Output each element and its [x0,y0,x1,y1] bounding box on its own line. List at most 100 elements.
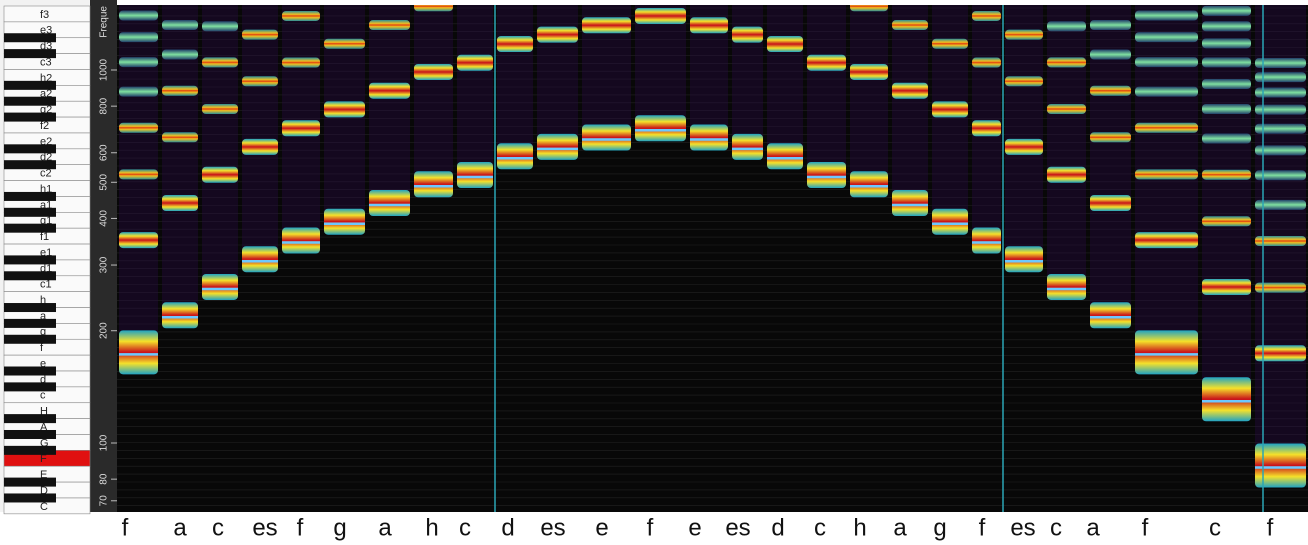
harmonic [324,101,365,118]
tick-label: 600 [99,144,110,161]
harmonic [932,38,968,49]
tick-label: 300 [99,256,110,273]
harmonic [1202,38,1251,49]
key-label: f2 [40,120,49,132]
harmonic [1255,72,1306,83]
key-label: e [40,358,46,370]
note-label: d [771,514,784,541]
harmonic [1255,87,1306,98]
harmonic [1090,85,1131,96]
harmonic [414,5,453,12]
note-label: es [725,514,750,541]
axis-strip [90,0,117,512]
harmonic [324,208,365,235]
harmonic [972,10,1001,21]
key-label: g [40,326,46,338]
harmonic [1090,302,1131,329]
harmonic [932,101,968,118]
note-label: e [688,514,701,541]
harmonic [1202,79,1251,90]
black-key [4,414,56,424]
harmonic [690,17,728,34]
tick-label: 400 [99,210,110,227]
tick-label: 200 [99,322,110,339]
harmonic [1047,273,1086,300]
harmonic [1202,21,1251,32]
harmonic [119,86,158,97]
note-label: f [1267,514,1274,541]
harmonic [202,57,238,68]
black-key [4,96,56,106]
black-key [4,160,56,170]
harmonic [324,38,365,49]
harmonic [1135,169,1198,180]
harmonic [537,26,578,43]
harmonic [732,133,763,160]
key-label: c3 [40,56,52,68]
harmonic [1255,123,1306,134]
harmonic [165,5,195,6]
note-label: g [333,514,346,541]
black-key [4,445,56,455]
black-key [4,191,56,201]
black-key [4,112,56,122]
black-key [4,144,56,154]
harmonic [119,57,158,68]
harmonic [732,26,763,43]
note-label: f [979,514,986,541]
noise [732,5,763,147]
noise [1047,5,1086,287]
harmonic [972,57,1001,68]
noise [1202,5,1251,400]
harmonic [162,20,198,31]
harmonic [1090,132,1131,143]
harmonic [414,63,453,80]
harmonic [1202,104,1251,115]
key-label: c2 [40,168,52,180]
note-label: a [1086,514,1100,541]
harmonic [1005,76,1043,87]
key-label: F [40,453,47,465]
harmonic [582,124,631,151]
note-label: e [595,514,608,541]
harmonic [1202,57,1251,68]
noise [369,5,410,203]
harmonic [892,20,928,31]
black-key [4,318,56,328]
key-label: E [40,469,47,481]
harmonic [162,85,198,96]
tick-label: 500 [99,174,110,191]
noise [767,5,803,157]
harmonic [1093,5,1128,6]
harmonic [850,63,888,80]
noise [635,5,686,129]
harmonic [369,189,410,216]
harmonic [1005,138,1043,155]
harmonic [119,330,158,375]
harmonic [635,7,686,24]
harmonic [1255,345,1306,362]
harmonic [242,29,278,40]
harmonic [414,171,453,198]
note-labels: f a c es f g a h c d es e f e es d c h a g f es c a f c f [122,514,1274,541]
harmonic [1047,57,1086,68]
key-label: f1 [40,231,49,243]
harmonic [1135,86,1198,97]
harmonic [369,82,410,99]
note-label: es [252,514,277,541]
key-label: f3 [40,9,49,21]
key-label: c [40,390,46,402]
spectrogram-content [117,5,1308,512]
noise [202,5,238,287]
note-label: h [425,514,438,541]
black-key [4,49,56,59]
harmonic [932,208,968,235]
black-key [4,223,56,233]
harmonic [1135,232,1198,249]
harmonic [582,17,631,34]
note-label: g [933,514,946,541]
harmonic [119,32,158,43]
tick-label: 800 [99,97,110,114]
note-label: c [1209,514,1221,541]
harmonic [1255,235,1306,246]
